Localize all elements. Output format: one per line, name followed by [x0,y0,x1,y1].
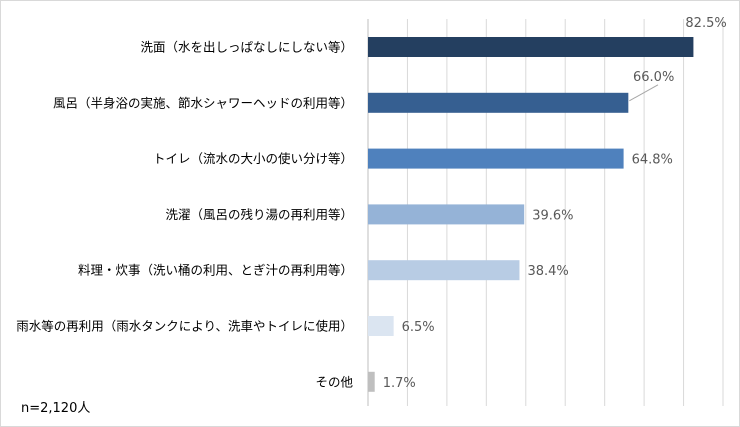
data-label: 6.5% [402,320,435,335]
category-label: 風呂（半身浴の実施、節水シャワーヘッドの利用等） [53,95,353,110]
bar [368,148,624,169]
bar [368,371,375,392]
bar [368,37,694,57]
category-label: 洗面（水を出しっぱなしにしない等） [140,40,353,55]
data-label: 82.5% [685,16,726,31]
bar [368,260,520,281]
bar [368,92,629,113]
bar [368,204,525,225]
data-label: 1.7% [383,376,416,391]
category-label: 料理・炊事（洗い桶の利用、とぎ汁の再利用等） [78,263,353,278]
bar [368,316,394,336]
data-label: 39.6% [532,208,573,223]
data-label: 38.4% [527,264,568,279]
data-label: 64.8% [632,153,673,168]
category-label: 雨水等の再利用（雨水タンクにより、洗車やトイレに使用） [16,319,353,334]
leader-line [629,84,659,102]
category-label: 洗濯（風呂の残り湯の再利用等） [165,207,353,222]
data-label: 66.0% [633,70,674,85]
sample-size-note: n=2,120人 [21,401,90,416]
category-label: トイレ（流水の大小の使い分け等） [153,151,353,166]
category-label: その他 [315,374,353,389]
